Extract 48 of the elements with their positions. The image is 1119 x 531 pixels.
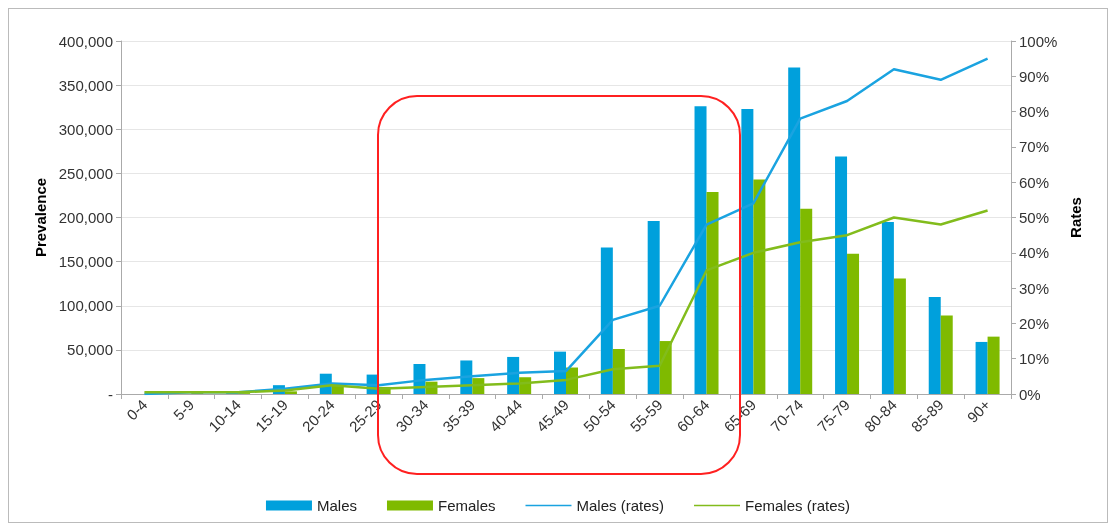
bar: [694, 106, 707, 394]
bar: [600, 247, 613, 394]
legend-label: Females: [437, 497, 496, 514]
bar: [881, 221, 894, 394]
y-tick-label: 300,000: [58, 120, 113, 138]
legend-label: Females (rates): [745, 497, 851, 514]
y2-tick-label: 90%: [1019, 67, 1050, 85]
y-axis-title: Prevalence: [31, 177, 49, 258]
legend-label: Males: [316, 497, 357, 514]
y2-tick-label: 70%: [1019, 138, 1050, 156]
y2-tick-label: 40%: [1019, 244, 1050, 262]
bar: [706, 191, 719, 394]
x-tick-label: 0-4: [123, 395, 151, 424]
bar: [800, 208, 813, 394]
y-tick-label: 50,000: [67, 341, 113, 359]
bar: [835, 156, 848, 394]
x-tick-label: 90+: [963, 395, 994, 426]
legend-label: Males (rates): [576, 497, 665, 514]
bar: [741, 108, 754, 394]
y2-axis-title: Rates: [1067, 197, 1085, 238]
y2-tick-label: 20%: [1019, 314, 1050, 332]
bar: [940, 315, 953, 394]
bar: [753, 179, 766, 394]
y2-tick-label: 50%: [1019, 209, 1050, 226]
bar: [987, 336, 1000, 394]
x-tick-label: 5-9: [169, 395, 198, 424]
y-tick-label: -: [108, 385, 113, 403]
bar: [893, 278, 906, 394]
bar: [928, 296, 941, 394]
y2-tick-label: 30%: [1019, 279, 1050, 297]
y2-tick-label: 60%: [1019, 173, 1050, 191]
bar: [647, 221, 660, 394]
y-tick-label: 150,000: [58, 253, 113, 271]
bar: [847, 253, 860, 394]
y-tick-label: 200,000: [58, 209, 113, 226]
y-tick-label: 250,000: [58, 164, 113, 182]
y-tick-label: 100,000: [58, 297, 113, 315]
y2-tick-label: 100%: [1019, 32, 1058, 50]
line-series: [143, 209, 989, 394]
y2-tick-label: 0%: [1019, 385, 1041, 403]
y2-tick-label: 10%: [1019, 350, 1050, 368]
bar: [612, 348, 625, 394]
bar: [975, 341, 988, 394]
y-tick-label: 400,000: [58, 32, 113, 50]
y-tick-label: 350,000: [58, 76, 113, 94]
bar: [284, 391, 297, 394]
y2-tick-label: 80%: [1019, 103, 1050, 121]
bar: [788, 67, 801, 394]
